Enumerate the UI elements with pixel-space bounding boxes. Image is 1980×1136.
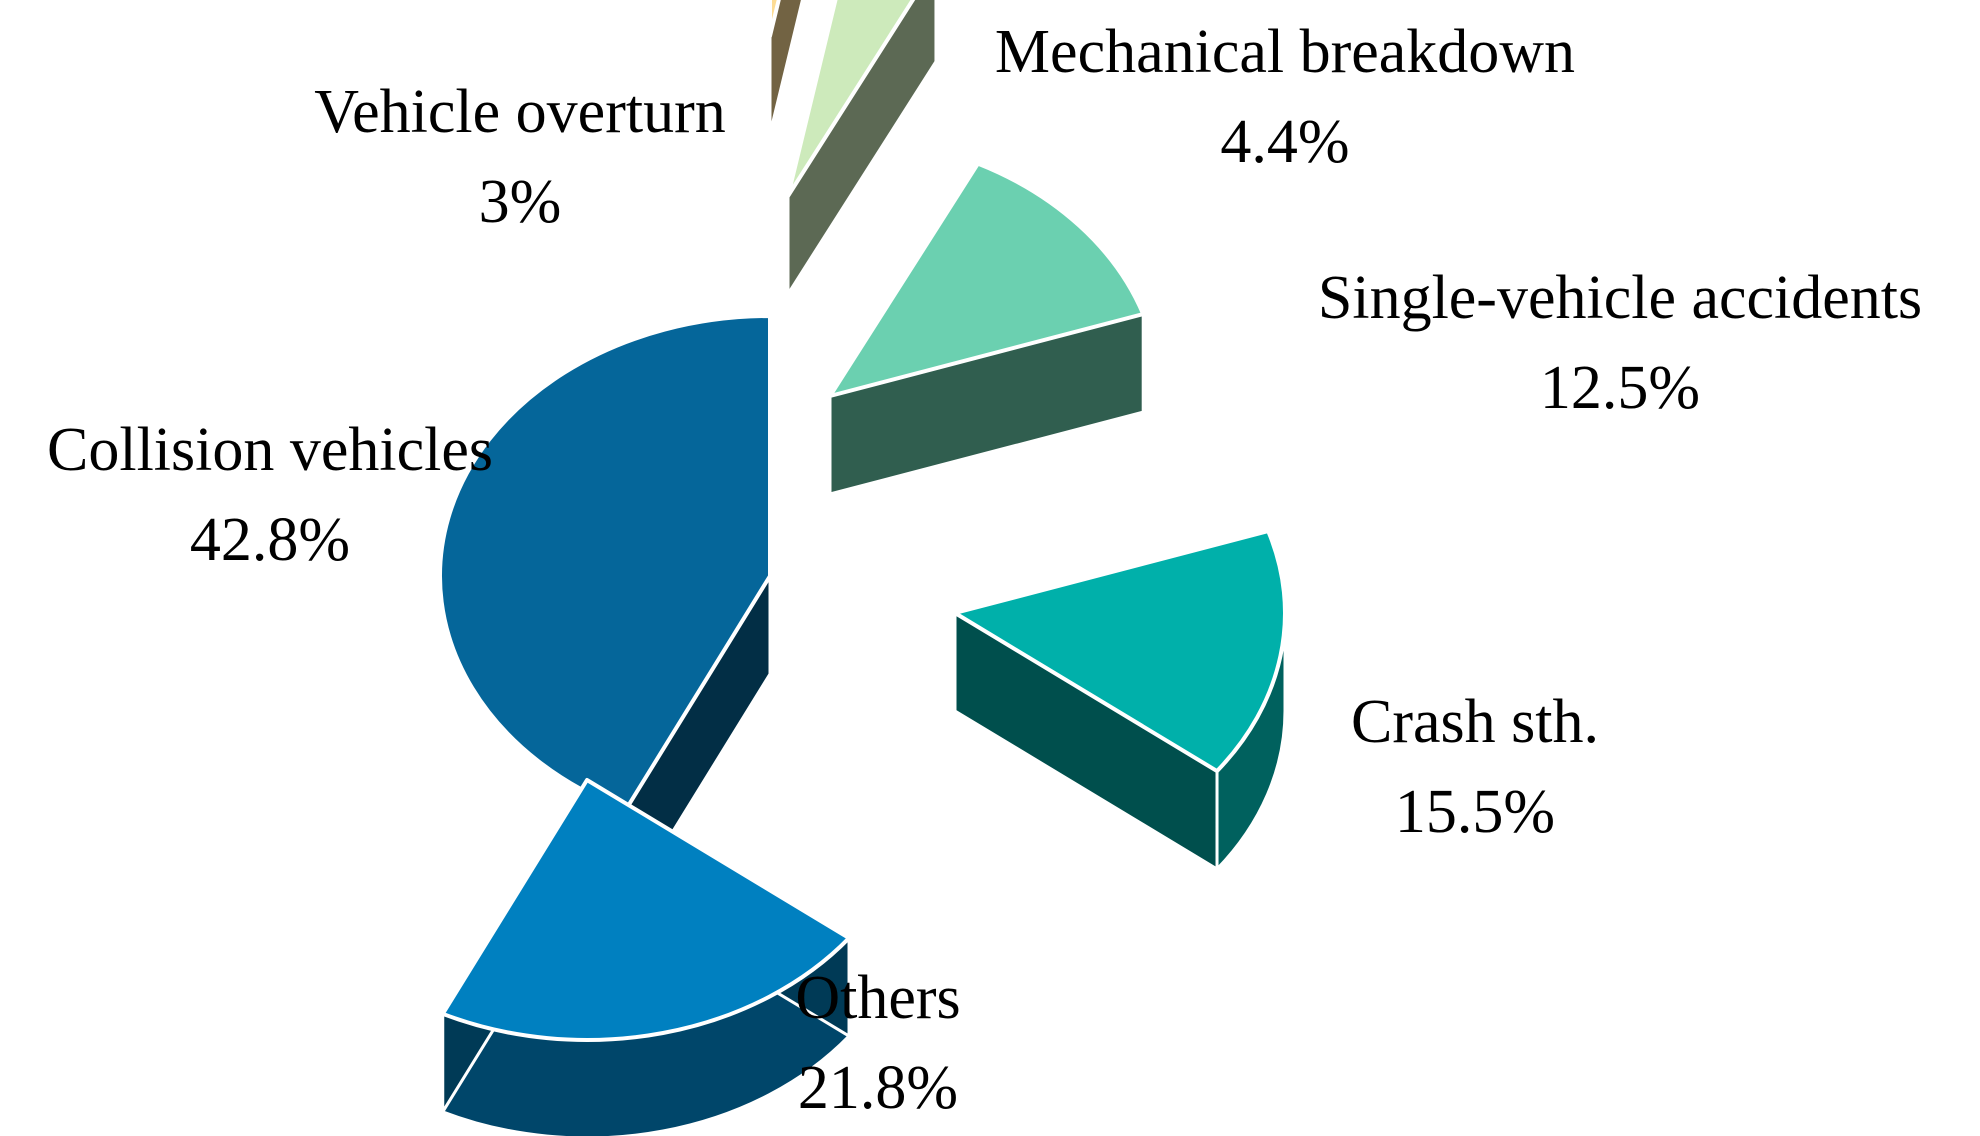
slice-edge-1-1 [768,0,804,135]
slice-tops [438,0,1287,1043]
slice-label: Collision vehicles [47,416,493,484]
slice-value-label: 15.5% [1395,778,1555,846]
slice-label: Others [795,964,960,1032]
slice-vehicle-overturn [768,0,781,38]
slice-label: Single-vehicle accidents [1318,264,1922,332]
slice-single-vehicle-accidents [828,161,1146,398]
slice-crash-sth- [953,529,1287,774]
slice-value-label: 4.4% [1220,108,1349,176]
slice-collision-vehicles [438,314,772,812]
slice-labels: Collision vehicles 42.8% Vehicle overturn 3… [47,18,1922,1122]
slice-label: Crash sth. [1351,688,1599,756]
slice-label: Vehicle overturn [314,78,725,146]
slice-label: Mechanical breakdown [995,18,1575,86]
slice-value-label: 12.5% [1540,354,1700,422]
slice-others [440,778,852,1043]
slice-value-label: 3% [479,168,562,236]
slice-mechanical-breakdown [786,0,916,198]
slice-value-label: 21.8% [798,1054,958,1122]
slice-value-label: 42.8% [190,506,350,574]
